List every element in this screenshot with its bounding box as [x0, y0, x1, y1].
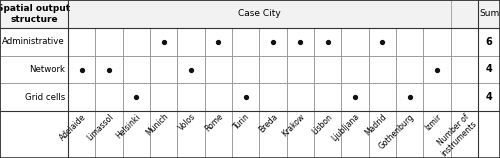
Bar — [150, 83, 178, 111]
Bar — [178, 83, 204, 111]
Bar — [368, 111, 396, 158]
Bar — [286, 83, 314, 111]
Bar — [450, 56, 478, 83]
Bar — [478, 56, 500, 83]
Text: Ljubljana: Ljubljana — [330, 112, 362, 143]
Bar — [122, 28, 150, 56]
Bar — [0, 111, 500, 158]
Bar — [424, 56, 450, 83]
Bar — [68, 56, 96, 83]
Bar — [396, 56, 423, 83]
Bar — [204, 83, 232, 111]
Bar — [96, 83, 122, 111]
Text: Turin: Turin — [232, 112, 252, 132]
Bar — [150, 28, 178, 56]
Bar — [424, 111, 450, 158]
Bar — [122, 111, 150, 158]
Bar — [0, 83, 68, 111]
Bar — [232, 28, 260, 56]
Bar — [314, 56, 342, 83]
Bar — [342, 56, 368, 83]
Text: Munich: Munich — [144, 112, 170, 138]
Bar — [204, 28, 232, 56]
Bar — [0, 28, 68, 56]
Text: Lisbon: Lisbon — [310, 112, 334, 136]
Text: Helsinki: Helsinki — [115, 112, 142, 140]
Text: Volos: Volos — [177, 112, 198, 133]
Bar — [178, 28, 204, 56]
Text: Rome: Rome — [203, 112, 224, 134]
Bar — [150, 56, 178, 83]
Bar — [478, 111, 500, 158]
Bar — [314, 111, 342, 158]
Text: 6: 6 — [486, 37, 492, 47]
Text: Spatial output
structure: Spatial output structure — [0, 4, 70, 24]
Text: Number of
instruments: Number of instruments — [432, 112, 478, 158]
Text: Breda: Breda — [257, 112, 280, 134]
Bar — [286, 28, 314, 56]
Text: Grid cells: Grid cells — [25, 93, 65, 102]
Bar — [204, 111, 232, 158]
Text: Network: Network — [29, 65, 65, 74]
Bar — [368, 28, 396, 56]
Bar — [314, 83, 342, 111]
Bar — [450, 83, 478, 111]
Bar — [342, 28, 368, 56]
Text: Gothenburg: Gothenburg — [378, 112, 416, 151]
Bar — [478, 28, 500, 56]
Text: 4: 4 — [486, 64, 492, 75]
Bar — [478, 0, 500, 28]
Bar — [260, 111, 286, 158]
Bar — [178, 56, 204, 83]
Bar — [450, 111, 478, 158]
Bar — [368, 56, 396, 83]
Bar — [232, 83, 260, 111]
Text: Madrid: Madrid — [364, 112, 388, 137]
Text: Case City: Case City — [238, 9, 281, 18]
Bar — [286, 56, 314, 83]
Bar — [260, 83, 286, 111]
Bar — [450, 28, 478, 56]
Bar — [260, 56, 286, 83]
Bar — [232, 56, 260, 83]
Bar — [424, 28, 450, 56]
Bar — [68, 83, 96, 111]
Text: Izmir: Izmir — [424, 112, 444, 132]
Bar — [96, 56, 122, 83]
Text: Administrative: Administrative — [2, 37, 65, 46]
Bar — [68, 0, 450, 28]
Text: Limassol: Limassol — [86, 112, 116, 142]
Bar — [122, 83, 150, 111]
Bar — [178, 111, 204, 158]
Bar — [396, 111, 423, 158]
Text: 4: 4 — [486, 92, 492, 102]
Bar — [68, 111, 96, 158]
Bar — [68, 28, 96, 56]
Bar — [424, 83, 450, 111]
Bar — [342, 83, 368, 111]
Bar — [260, 28, 286, 56]
Text: Sum: Sum — [479, 9, 499, 18]
Text: Krakow: Krakow — [280, 112, 306, 138]
Text: Adelaide: Adelaide — [58, 112, 88, 142]
Bar — [0, 0, 68, 28]
Bar — [368, 83, 396, 111]
Bar — [0, 56, 68, 83]
Bar — [0, 111, 68, 158]
Bar — [478, 83, 500, 111]
Bar — [396, 83, 423, 111]
Bar — [342, 111, 368, 158]
Bar — [204, 56, 232, 83]
Bar — [286, 111, 314, 158]
Bar — [0, 0, 500, 28]
Bar — [96, 111, 122, 158]
Bar — [232, 111, 260, 158]
Bar — [150, 111, 178, 158]
Bar — [314, 28, 342, 56]
Bar — [122, 56, 150, 83]
Bar — [396, 28, 423, 56]
Bar — [96, 28, 122, 56]
